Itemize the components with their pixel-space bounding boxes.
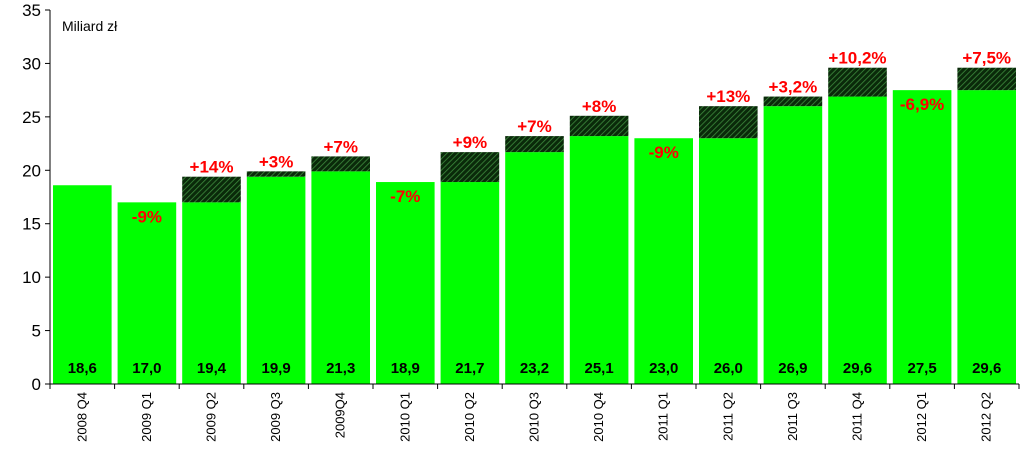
bar-value-label: 25,1 [584,360,613,377]
y-tick-label: 5 [32,322,41,341]
x-tick-label: 2009Q4 [333,392,348,438]
bar-value-label: 18,6 [68,360,97,377]
bar [182,202,241,384]
y-tick-label: 30 [22,54,41,73]
bar [957,90,1016,385]
bar-change-label: -9% [132,207,162,226]
bar-change-label: +3% [259,152,294,171]
bar-change-label: +3,2% [769,78,818,97]
x-tick-label: 2008 Q4 [74,392,89,442]
bar-value-label: 29,6 [843,360,872,377]
bar [828,96,887,384]
bar-increase-segment [957,67,1016,91]
bar [246,176,306,384]
bar-change-label: +7,5% [962,49,1011,68]
bar [569,136,629,384]
x-tick-label: 2010 Q3 [527,392,542,442]
bar [311,171,370,384]
bar-change-label: +10,2% [828,49,886,68]
y-tick-label: 20 [22,161,41,180]
x-tick-label: 2009 Q2 [204,392,219,442]
y-tick-label: 10 [22,268,41,287]
bar [440,182,500,384]
y-tick-label: 35 [22,1,41,20]
bar-value-label: 29,6 [972,360,1001,377]
x-tick-label: 2012 Q2 [979,392,994,442]
y-tick-label: 25 [22,108,41,127]
bar-increase-segment [828,67,887,97]
unit-label: Miliard zł [62,18,118,34]
bar-change-label: +8% [582,97,617,116]
x-tick-label: 2010 Q1 [397,392,412,442]
bar-value-label: 18,9 [391,360,420,377]
x-tick-label: 2010 Q4 [591,392,606,442]
y-tick-label: 0 [32,375,41,394]
x-tick-label: 2010 Q2 [462,392,477,442]
x-tick-label: 2011 Q4 [850,392,865,441]
bar [376,182,435,384]
bar-change-label: -6,9% [900,95,944,114]
bar-value-label: 19,9 [261,360,290,377]
bars-layer: 18,6 17,0 -9% 19,4 +14% 19,9 +3% 21,3 +7% 18,9 -7%… [53,49,1016,385]
bar [634,138,693,384]
bar-value-label: 21,3 [326,360,355,377]
bar-change-label: -7% [390,187,420,206]
bar-value-label: 23,2 [520,360,549,377]
bar-value-label: 26,0 [714,360,743,377]
bar [892,90,952,385]
bar-increase-segment [440,152,500,183]
bar-increase-segment [569,115,629,137]
bar [117,202,177,384]
bar [505,152,564,384]
x-tick-label: 2011 Q3 [785,392,800,441]
x-tick-label: 2011 Q2 [720,392,735,441]
bar-value-label: 17,0 [132,360,161,377]
bar-increase-segment [182,176,241,203]
x-tick-label: 2009 Q3 [268,392,283,442]
bar-change-label: +7% [323,137,358,156]
bar-increase-segment [505,136,564,153]
bar-increase-segment [763,96,823,107]
bar-value-label: 19,4 [197,360,227,377]
bar-value-label: 23,0 [649,360,678,377]
bar-change-label: +13% [706,87,750,106]
bar-value-label: 27,5 [907,360,936,377]
bar-increase-segment [311,156,370,172]
bar-change-label: +9% [453,133,488,152]
bar-change-label: -9% [649,143,679,162]
bar-value-label: 26,9 [778,360,807,377]
bar-increase-segment [246,171,306,177]
bar-value-label: 21,7 [455,360,484,377]
x-tick-label: 2012 Q1 [914,392,929,442]
x-tick-label: 2011 Q1 [656,392,671,441]
x-tick-label: 2009 Q1 [139,392,154,442]
bar [763,106,823,385]
bar [53,185,112,384]
y-tick-label: 15 [22,215,41,234]
bar-change-label: +7% [517,117,552,136]
bar-increase-segment [699,106,758,139]
bar-change-label: +14% [190,158,234,177]
axis-layer: 2008 Q4 2009 Q1 2009 Q2 2009 Q3 2009Q4 2010 Q… [22,1,1020,442]
bar [699,138,758,384]
